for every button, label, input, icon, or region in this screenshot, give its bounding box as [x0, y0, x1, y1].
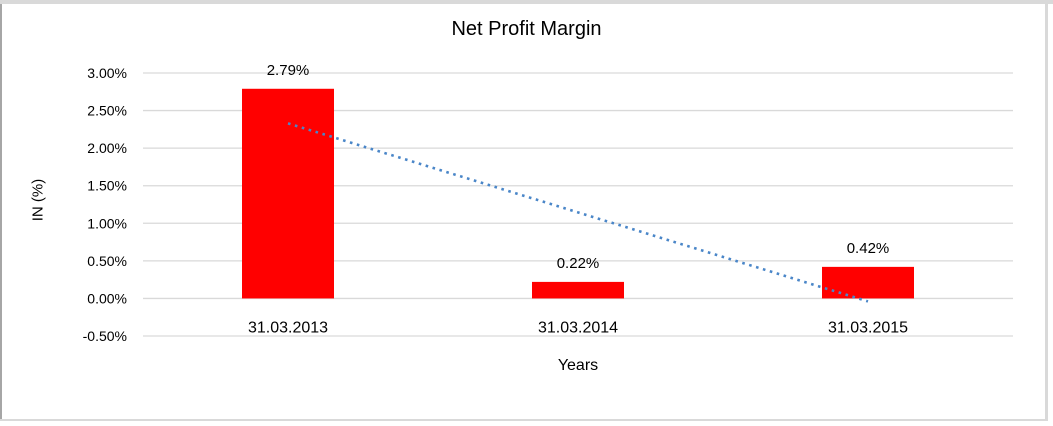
bar[interactable]	[822, 266, 914, 299]
y-tick-label: 2.00%	[87, 140, 127, 156]
frame-left-border	[0, 4, 2, 421]
y-tick-label: 1.50%	[87, 178, 127, 194]
y-tick-label: 2.50%	[87, 103, 127, 119]
bar[interactable]	[532, 281, 624, 299]
bar-data-label: 0.22%	[557, 255, 600, 272]
x-category-label: 31.03.2014	[538, 319, 618, 336]
bar[interactable]	[242, 88, 334, 299]
frame-right-border	[1045, 4, 1048, 421]
frame-top-border	[0, 0, 1053, 4]
y-tick-label: 1.00%	[87, 215, 127, 231]
chart-title: Net Profit Margin	[451, 18, 602, 40]
bar-data-label: 0.42%	[847, 240, 890, 257]
bar-data-label: 2.79%	[267, 62, 310, 79]
x-category-label: 31.03.2013	[248, 319, 328, 336]
x-category-label: 31.03.2015	[828, 319, 908, 336]
x-axis-title: Years	[557, 357, 599, 374]
trendline[interactable]	[287, 122, 869, 303]
y-tick-label: -0.50%	[83, 328, 127, 344]
frame-bottom-border	[0, 419, 1048, 421]
y-tick-label: 0.00%	[87, 290, 127, 306]
y-tick-label: 0.50%	[87, 253, 127, 269]
y-tick-label: 3.00%	[87, 65, 127, 81]
